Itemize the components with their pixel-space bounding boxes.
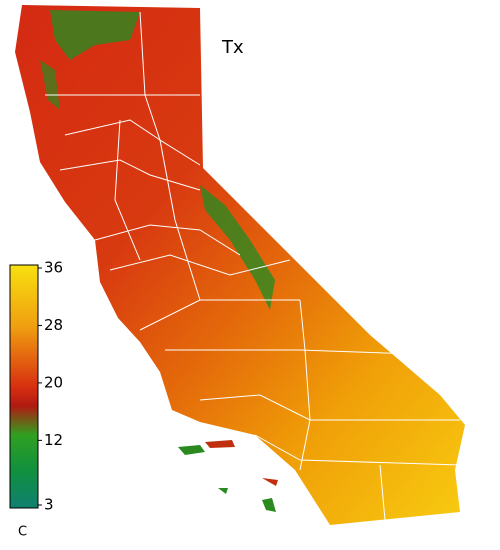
mountain-zone [200,185,275,310]
colorbar-tick-label: 36 [44,259,63,277]
colorbar-tick-label: 28 [44,316,63,334]
colorbar-ramp [9,264,39,509]
mountain-zone [50,10,140,60]
island [262,498,276,512]
state-map [15,5,465,525]
colorbar-tick-label: 12 [44,431,63,449]
map-title: Tx [221,37,244,58]
island [262,478,278,486]
county-lines [45,11,461,521]
colorbar-tick-label: 20 [44,373,63,391]
state-shape [15,5,465,525]
island [178,445,205,455]
island [205,440,235,448]
colorbar: C 36 28 20 12 3 [9,259,63,540]
island [218,488,228,494]
mountain-zone [40,60,60,110]
colorbar-tick-label: 3 [44,496,54,514]
colorbar-unit: C [18,525,27,540]
